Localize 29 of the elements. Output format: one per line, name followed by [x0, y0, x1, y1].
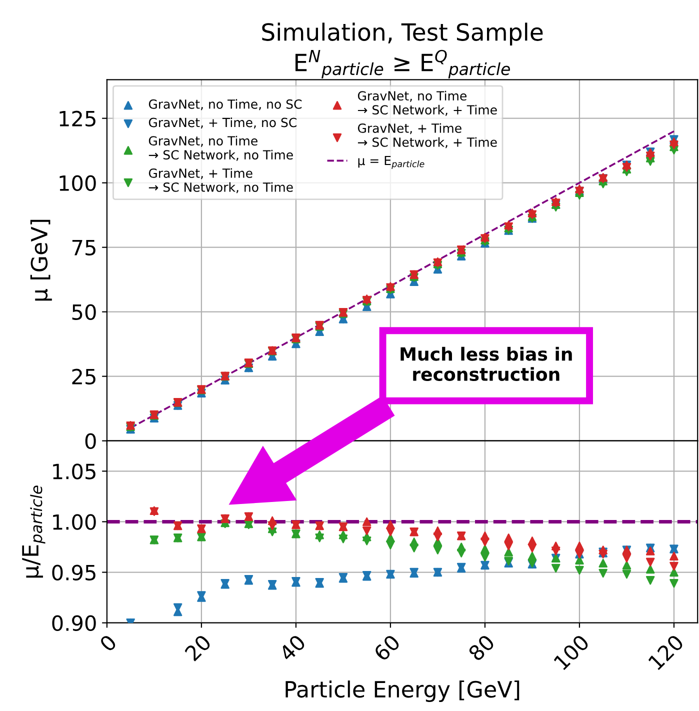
- y-tick-label: 25: [72, 368, 96, 385]
- x-tick-label: 20: [184, 634, 212, 662]
- legend-label: GravNet, no Time → SC Network, no Time: [148, 136, 293, 161]
- y-tick-label: 0.95: [52, 564, 96, 580]
- y-tick-label: 50: [72, 304, 96, 320]
- x-tick-label: 100: [553, 634, 590, 670]
- x-tick-label: 60: [373, 634, 401, 662]
- x-tick-label: 120: [648, 634, 684, 670]
- legend-label: GravNet, + Time, no SC: [148, 118, 296, 128]
- y-axis-title: μ/E$_{particle}$: [22, 486, 46, 578]
- y-tick-label: 100: [60, 175, 96, 192]
- y-axis-title: μ [GeV]: [30, 220, 52, 301]
- y-tick-label: 1.00: [53, 514, 96, 530]
- legend-label: μ = E$_{particle}$: [358, 156, 424, 169]
- x-tick-label: 0: [98, 634, 118, 652]
- legend-label: GravNet, no Time → SC Network, + Time: [358, 90, 497, 116]
- x-axis-title: Particle Energy [GeV]: [286, 680, 520, 702]
- legend-label: GravNet, no Time, no SC: [148, 99, 302, 110]
- legend-label: GravNet, + Time → SC Network, no Time: [148, 168, 293, 194]
- y-tick-label: 0.90: [52, 615, 96, 632]
- x-tick-label: 40: [278, 634, 306, 662]
- annotation: Much less bias in reconstruction: [400, 346, 572, 382]
- chart-title: Simulation, Test Sample E$^{N}$$_{particle}$ ≥ E$^{Q}$$_{particle}$: [262, 22, 543, 78]
- x-tick-label: 80: [467, 634, 496, 662]
- y-tick-label: 75: [72, 240, 96, 256]
- legend-label: GravNet, + Time → SC Network, + Time: [358, 123, 497, 148]
- y-tick-label: 0: [85, 433, 96, 450]
- y-tick-label: 1.05: [53, 464, 96, 480]
- y-tick-label: 125: [60, 110, 96, 127]
